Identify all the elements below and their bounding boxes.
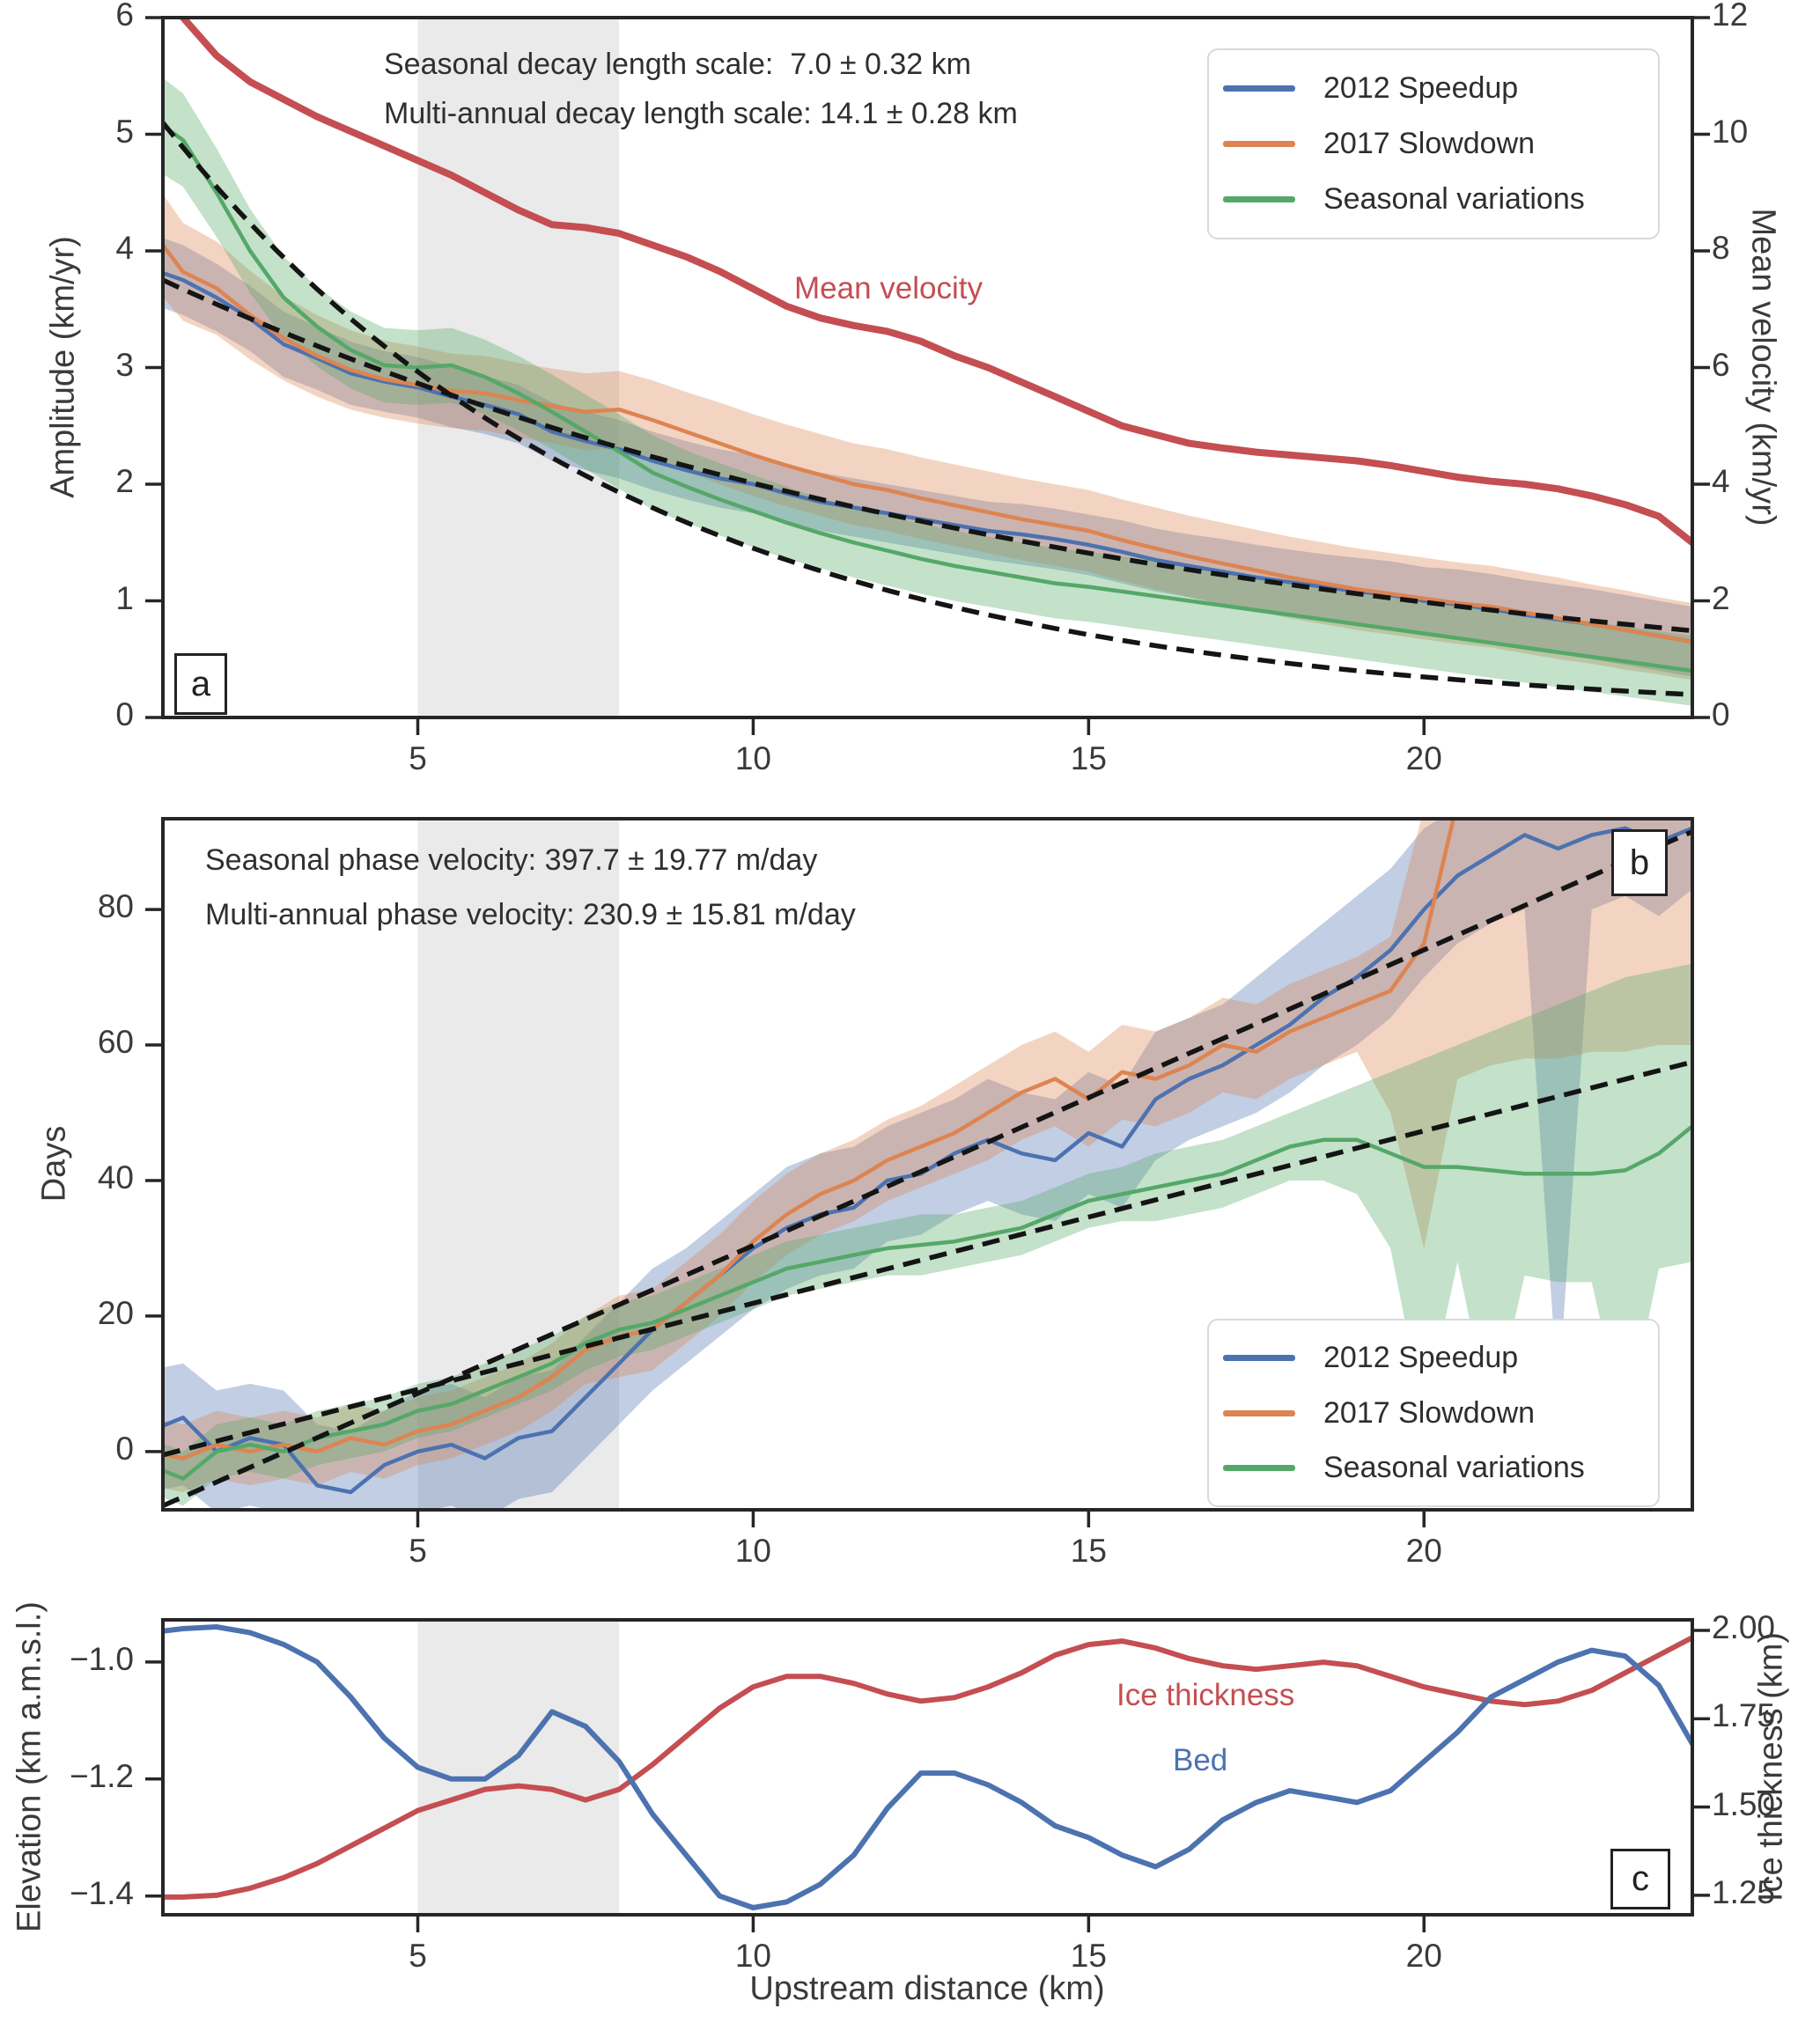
legend-swatch-seasonal-variations: [1223, 196, 1295, 202]
fit-line-panel-a-1: [163, 277, 1692, 634]
band-panel-a-slowdown_2017: [163, 194, 1692, 681]
legend-item-seasonal-variations: Seasonal variations: [1209, 182, 1658, 217]
legend-label-2017-slowdown-b: 2017 Slowdown: [1323, 1395, 1536, 1430]
x-tick-label-panel-a: 20: [1405, 740, 1442, 776]
band-panel-b-speedup_2012: [163, 819, 1692, 1510]
y-tick-label-panel-b: 0: [115, 1430, 134, 1467]
y-tick-label-panel-a: 0: [115, 696, 134, 732]
series-line-panel-b-seasonal_variations: [163, 1124, 1692, 1481]
series-line-panel-a-slowdown_2017: [163, 241, 1692, 644]
series-line-panel-a-mean_velocity: [178, 18, 1692, 547]
y2-tick-label-panel-a: 12: [1712, 0, 1749, 33]
legend-label-seasonal-variations-b: Seasonal variations: [1323, 1450, 1585, 1484]
annotation-multiannual-phase: Multi-annual phase velocity: 230.9 ± 15.…: [205, 898, 856, 931]
y2-tick-label-panel-c: 1.50: [1712, 1785, 1776, 1822]
legend-panel-a: 2012 Speedup 2017 Slowdown Seasonal vari…: [1207, 48, 1660, 239]
x-tick-label-panel-b: 10: [734, 1533, 771, 1569]
axes-frame-panel-c: [161, 1618, 1694, 1917]
shaded-region-panel-c: [417, 1620, 620, 1915]
y-tick-label-panel-c: −1.2: [69, 1757, 134, 1794]
annotation-seasonal-decay: Seasonal decay length scale: 7.0 ± 0.32 …: [384, 48, 971, 81]
y2-tick-label-panel-a: 8: [1712, 230, 1730, 266]
y2-tick-label-panel-c: 2.00: [1712, 1609, 1776, 1646]
legend-swatch-2017-slowdown: [1223, 141, 1295, 147]
plot-area-panel-b: [163, 819, 1692, 1510]
series-line-panel-b-slowdown_2017: [163, 819, 1455, 1460]
band-panel-b-seasonal_variations: [163, 963, 1692, 1506]
panel-b-letter: b: [1611, 829, 1668, 896]
bed-curve-label: Bed: [1173, 1743, 1228, 1777]
panel-c-letter: c: [1610, 1849, 1670, 1909]
x-tick-label-panel-a: 15: [1070, 740, 1107, 776]
y2-tick-label-panel-c: 1.25: [1712, 1873, 1776, 1910]
axes-frame-panel-b: [161, 817, 1694, 1512]
series-line-panel-c-bed: [163, 1624, 1692, 1910]
y-tick-label-panel-a: 4: [115, 230, 134, 266]
y-tick-label-panel-a: 2: [115, 463, 134, 499]
legend-item-2017-slowdown-b: 2017 Slowdown: [1209, 1396, 1658, 1431]
panel-c-right-axis-label: Ice thickness (km): [1752, 1631, 1790, 1902]
y-tick-label-panel-a: 3: [115, 346, 134, 383]
legend-item-2012-speedup-b: 2012 Speedup: [1209, 1341, 1658, 1375]
x-tick-label-panel-a: 5: [409, 740, 427, 776]
x-tick-label-panel-c: 5: [409, 1938, 427, 1974]
mean-velocity-curve-label: Mean velocity: [794, 271, 983, 305]
ice-thickness-curve-label: Ice thickness: [1116, 1678, 1295, 1712]
series-line-panel-a-seasonal_variations: [163, 123, 1692, 673]
fit-line-panel-b-1: [163, 1059, 1692, 1458]
fit-line-panel-b-0: [163, 829, 1692, 1508]
x-tick-label-panel-c: 20: [1405, 1938, 1442, 1974]
y2-tick-label-panel-a: 0: [1712, 696, 1730, 732]
y2-tick-label-panel-c: 1.75: [1712, 1697, 1776, 1734]
annotation-seasonal-phase: Seasonal phase velocity: 397.7 ± 19.77 m…: [205, 843, 818, 877]
y-tick-label-panel-b: 40: [97, 1159, 134, 1196]
y2-tick-label-panel-a: 6: [1712, 346, 1730, 383]
legend-item-2017-slowdown: 2017 Slowdown: [1209, 127, 1658, 161]
legend-item-2012-speedup: 2012 Speedup: [1209, 71, 1658, 106]
annotation-multiannual-decay: Multi-annual decay length scale: 14.1 ± …: [384, 97, 1018, 130]
panel-a-letter: a: [174, 653, 227, 715]
y-tick-label-panel-b: 80: [97, 888, 134, 925]
legend-swatch-2017-slowdown-b: [1223, 1409, 1295, 1416]
y2-tick-label-panel-a: 2: [1712, 579, 1730, 616]
y-tick-label-panel-b: 20: [97, 1294, 134, 1331]
x-tick-label-panel-a: 10: [734, 740, 771, 776]
x-tick-label-panel-c: 10: [734, 1938, 771, 1974]
fit-line-panel-a-0: [163, 121, 1692, 697]
x-tick-label-panel-b: 15: [1070, 1533, 1107, 1569]
legend-label-2012-speedup: 2012 Speedup: [1323, 71, 1519, 105]
x-axis-label: Upstream distance (km): [749, 1970, 1105, 2007]
band-panel-a-speedup_2012: [163, 238, 1692, 677]
plot-area-panel-a: [163, 18, 1692, 717]
plot-area-panel-c: [163, 1620, 1692, 1915]
y-tick-label-panel-a: 5: [115, 113, 134, 150]
legend-swatch-2012-speedup: [1223, 85, 1295, 92]
y2-tick-label-panel-a: 4: [1712, 463, 1730, 499]
legend-label-seasonal-variations: Seasonal variations: [1323, 182, 1585, 216]
series-line-panel-c-ice_thickness: [163, 1635, 1692, 1900]
y-tick-label-panel-c: −1.4: [69, 1874, 134, 1911]
y-tick-label-panel-b: 60: [97, 1024, 134, 1061]
y-tick-label-panel-a: 1: [115, 579, 134, 616]
legend-label-2012-speedup-b: 2012 Speedup: [1323, 1341, 1519, 1375]
shaded-region-panel-a: [417, 18, 620, 717]
y-tick-label-panel-a: 6: [115, 0, 134, 33]
legend-panel-b: 2012 Speedup 2017 Slowdown Seasonal vari…: [1207, 1319, 1660, 1507]
legend-item-seasonal-variations-b: Seasonal variations: [1209, 1451, 1658, 1485]
legend-swatch-seasonal-variations-b: [1223, 1464, 1295, 1471]
x-tick-label-panel-b: 20: [1405, 1533, 1442, 1569]
band-panel-b-slowdown_2017: [163, 819, 1692, 1492]
legend-swatch-2012-speedup-b: [1223, 1355, 1295, 1362]
y-tick-label-panel-c: −1.0: [69, 1640, 134, 1677]
x-tick-label-panel-b: 5: [409, 1533, 427, 1569]
x-tick-label-panel-c: 15: [1070, 1938, 1107, 1974]
y2-tick-label-panel-a: 10: [1712, 113, 1749, 150]
legend-label-2017-slowdown: 2017 Slowdown: [1323, 127, 1536, 160]
